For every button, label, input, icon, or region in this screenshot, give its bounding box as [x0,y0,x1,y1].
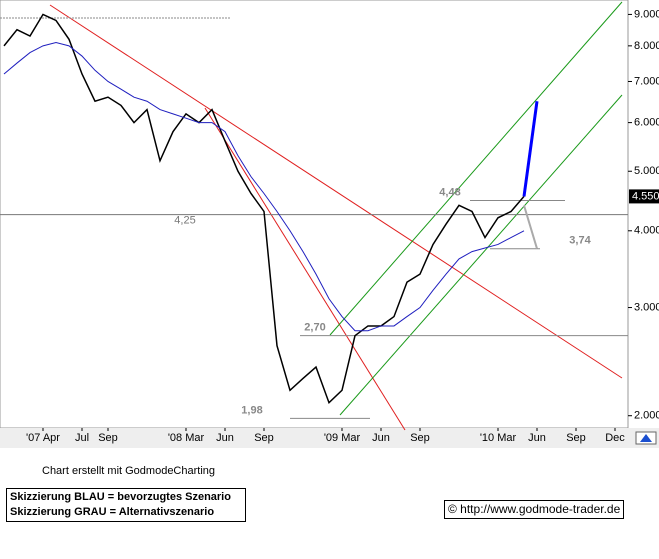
x-tick-label: '10 Mar [480,432,517,444]
series-line [522,101,539,197]
x-tick-label: '09 Mar [324,432,361,444]
level-label: 4,48 [439,186,460,198]
channel-line [339,94,623,416]
channel-line [329,1,623,336]
credit: Chart erstellt mit GodmodeCharting [42,465,216,477]
y-tick-label: 3.000 [634,301,659,313]
last-price-box [629,189,659,204]
source[interactable]: © http://www.godmode-trader.de [444,500,625,519]
y-tick-label: 4.000 [634,225,659,237]
y-tick-label: 9.000 [634,8,659,20]
x-tick-label: Jul [75,432,89,444]
nav-icon [640,434,652,442]
y-tick-label: 2.000 [634,410,659,422]
last-price-label: 4.550 [632,190,659,202]
x-tick-label: '08 Mar [168,432,205,444]
y-tick-label: 5.000 [634,165,659,177]
trend-line [204,107,406,431]
y-tick-label: 6.000 [634,117,659,129]
x-tick-label: Dec [605,432,625,444]
level-label: 1,98 [241,404,262,416]
level-label: 2,70 [304,322,325,334]
level-label: 4,25 [174,215,195,227]
x-tick-label: Sep [254,432,274,444]
level-label: 3,74 [569,235,591,247]
note: Skizzierung BLAU = bevorzugtes Szenario [10,491,231,503]
x-tick-label: Sep [410,432,430,444]
x-tick-label: '07 Apr [26,432,60,444]
x-tick-label: Sep [566,432,586,444]
x-tick-label: Sep [98,432,118,444]
series-line [523,205,538,250]
x-tick-label: Jun [372,432,390,444]
note: Skizzierung GRAU = Alternativszenario [10,506,215,518]
series-line [3,13,525,405]
x-tick-label: Jun [528,432,546,444]
y-tick-label: 8.000 [634,40,659,52]
series-line [3,42,525,332]
trend-line [49,4,623,379]
x-axis-band [0,428,659,448]
chart: 2.000 3.000 4.000 5.000 6.000 7.000 8.000 9.000… [0,0,659,448]
y-tick-label: 7.000 [634,75,659,87]
x-tick-label: Jun [216,432,234,444]
notes-box: Skizzierung BLAU = bevorzugtes Szenario … [6,488,246,522]
plot-area [0,0,629,429]
